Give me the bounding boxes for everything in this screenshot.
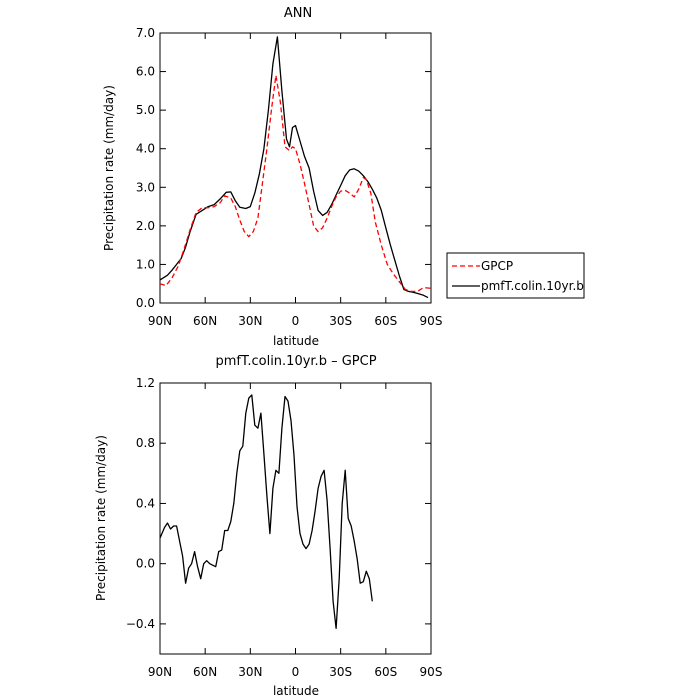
precipitation-line-chart: ANN 90N 60N 30N 0 30S 60S 90S 0.0 1.0 2.0 3.0 4.0 5…	[102, 6, 585, 348]
x-tick-label: 60N	[193, 665, 217, 679]
plot-frame	[159, 32, 432, 304]
chart-title: pmfT.colin.10yr.b – GPCP	[215, 354, 376, 369]
x-axis-ticks: 90N 60N 30N 0 30S 60S 90S	[148, 33, 443, 328]
y-tick-label: 0.0	[136, 296, 155, 310]
y-axis-label: Precipitation rate (mm/day)	[102, 85, 116, 251]
difference-line-chart: pmfT.colin.10yr.b – GPCP 90N 60N 30N 0 30S 60…	[94, 354, 442, 698]
y-tick-label: 1.0	[136, 257, 155, 271]
x-tick-label: 60S	[374, 665, 397, 679]
x-tick-label: 60S	[374, 314, 397, 328]
x-tick-label: 60N	[193, 314, 217, 328]
x-tick-label: 30N	[238, 314, 262, 328]
x-axis-label: latitude	[273, 684, 319, 698]
legend-box	[446, 252, 585, 299]
x-tick-label: 30N	[238, 665, 262, 679]
y-tick-label: 0.4	[136, 496, 155, 510]
y-tick-label: 5.0	[136, 103, 155, 117]
legend-label-gpcp: GPCP	[481, 259, 513, 273]
x-tick-label: 0	[292, 314, 300, 328]
series-group	[159, 394, 373, 630]
y-tick-label: 3.0	[136, 180, 155, 194]
x-tick-label: 30S	[329, 314, 352, 328]
y-tick-label: 7.0	[136, 26, 155, 40]
series-group	[159, 36, 432, 299]
y-axis-ticks: 0.0 1.0 2.0 3.0 4.0 5.0 6.0 7.0	[136, 26, 431, 310]
y-axis-ticks: −0.4 0.0 0.4 0.8 1.2	[126, 376, 431, 631]
x-tick-label: 90S	[420, 665, 443, 679]
y-tick-label: 1.2	[136, 376, 155, 390]
x-tick-label: 0	[292, 665, 300, 679]
legend-label-pmft: pmfT.colin.10yr.b	[481, 279, 584, 293]
series-line-gpcp	[159, 74, 432, 293]
y-axis-label: Precipitation rate (mm/day)	[94, 435, 108, 601]
legend: GPCP pmfT.colin.10yr.b	[446, 252, 585, 299]
y-tick-label: 6.0	[136, 65, 155, 79]
y-tick-label: 0.8	[136, 436, 155, 450]
x-axis-label: latitude	[273, 334, 319, 348]
x-tick-label: 90S	[420, 314, 443, 328]
x-tick-label: 30S	[329, 665, 352, 679]
plot-frame	[159, 382, 432, 655]
x-axis-ticks: 90N 60N 30N 0 30S 60S 90S	[148, 383, 443, 679]
chart-title: ANN	[284, 6, 312, 21]
x-tick-label: 90N	[148, 314, 172, 328]
series-line-pmft-colin-10yr-b	[159, 36, 429, 299]
series-line-difference	[159, 394, 373, 630]
y-tick-label: 2.0	[136, 219, 155, 233]
y-tick-label: 0.0	[136, 557, 155, 571]
x-tick-label: 90N	[148, 665, 172, 679]
y-tick-label: −0.4	[126, 617, 155, 631]
y-tick-label: 4.0	[136, 142, 155, 156]
